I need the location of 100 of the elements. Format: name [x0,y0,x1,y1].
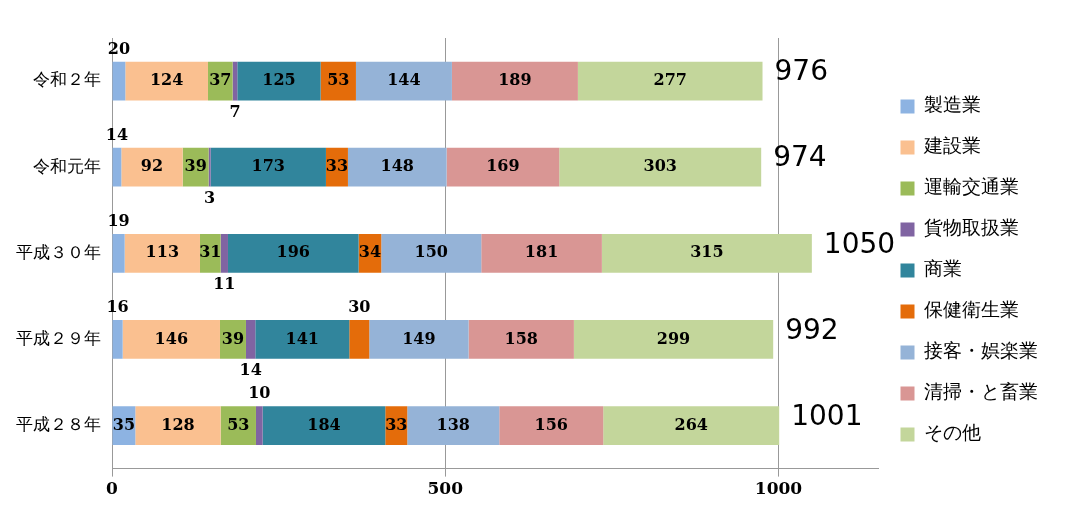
legend-label: 運輸交通業 [924,175,1019,198]
bar [573,320,774,359]
bar [208,147,211,187]
y-tick-label: 平成２９年 [16,327,101,348]
legend-label: 接客・娯楽業 [924,339,1038,362]
legend-label: 保健衛生業 [924,298,1019,321]
bar [349,320,370,359]
bar [451,61,578,101]
bar [112,320,123,359]
data-label: 169 [486,156,520,176]
data-label: 124 [149,70,184,90]
bar [468,320,574,359]
data-label: 7 [229,101,241,121]
data-label: 156 [534,414,568,434]
data-label: 277 [653,70,687,90]
legend-label: 貨物取扱業 [924,216,1019,239]
bar [112,61,126,101]
bar [245,320,256,359]
data-label: 303 [643,156,677,176]
data-label: 173 [251,156,285,176]
data-label: 149 [402,328,436,348]
legend-label: 建設業 [923,134,981,157]
data-label: 189 [498,70,532,90]
y-tick-label: 平成３０年 [16,241,101,262]
data-label: 14 [105,124,129,144]
legend-label: 商業 [924,257,962,280]
data-label: 19 [107,211,130,231]
data-label: 39 [221,328,245,348]
data-label: 148 [380,156,414,176]
data-label: 315 [690,242,724,262]
bar [481,233,602,273]
bar [122,320,220,359]
total-label: 992 [785,312,839,346]
legend-label: 清掃・と畜業 [924,380,1038,403]
bar [369,320,469,359]
bar [559,147,762,187]
data-label: 299 [656,328,691,348]
data-label: 196 [276,242,310,262]
data-label: 53 [227,414,250,434]
bar [577,61,763,101]
bar [262,406,386,445]
y-tick-label: 平成２８年 [16,413,101,434]
x-tick-label: 500 [427,478,464,499]
bar [446,147,560,187]
y-tick-label: 令和２年 [33,69,101,90]
bar [255,320,350,359]
bar [125,61,208,101]
data-label: 31 [199,242,222,262]
data-label: 146 [154,328,189,348]
total-label: 976 [774,54,828,88]
bar [355,61,452,101]
legend-label: 製造業 [924,93,981,116]
data-label: 158 [504,328,538,348]
bar [407,406,500,445]
x-tick-label: 0 [106,478,119,499]
total-label: 974 [773,140,827,174]
total-label: 1001 [791,398,863,432]
data-label: 264 [674,414,708,434]
data-label: 37 [209,70,232,90]
bar [124,233,200,273]
data-label: 33 [325,156,349,176]
data-label: 184 [307,414,341,434]
data-label: 150 [414,242,448,262]
data-label: 125 [262,70,296,90]
bar [112,147,122,187]
bar [121,147,183,187]
bar [381,233,482,273]
data-label: 10 [248,383,271,403]
bar [347,147,447,187]
data-label: 128 [161,414,195,434]
data-label: 20 [107,38,131,58]
bar [603,406,780,445]
bar [112,233,125,273]
data-label: 11 [213,273,236,293]
data-label: 33 [385,414,408,434]
bar [237,61,321,101]
bar [135,406,221,445]
bar [499,406,604,445]
data-label: 30 [348,297,371,317]
data-label: 138 [436,414,470,434]
x-tick-label: 1000 [754,478,803,499]
data-label: 16 [106,297,129,317]
y-tick-label: 令和元年 [33,155,101,176]
data-label: 141 [285,328,319,348]
data-label: 34 [358,242,382,262]
data-label: 181 [524,242,559,262]
data-label: 53 [327,70,350,90]
total-label: 1050 [823,226,896,260]
data-label: 92 [140,156,164,176]
bar [255,406,263,445]
bar [227,233,359,273]
data-label: 35 [112,414,136,434]
data-label: 3 [204,187,216,207]
data-label: 39 [184,156,207,176]
data-label: 113 [145,242,180,262]
data-label: 144 [387,70,421,90]
bar [601,233,812,273]
bar [210,147,326,187]
data-label: 14 [239,359,262,379]
bar [220,233,228,273]
